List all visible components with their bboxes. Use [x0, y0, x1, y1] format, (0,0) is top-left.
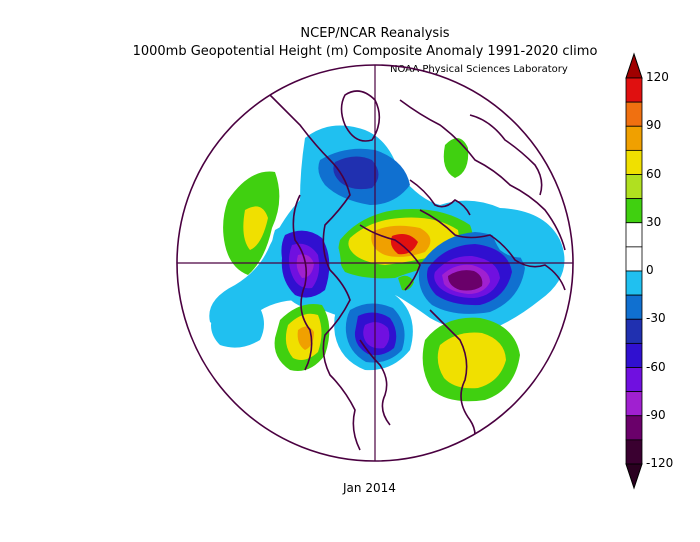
colorbar-swatch	[625, 318, 643, 344]
colorbar-swatch	[625, 270, 643, 296]
colorbar-swatch	[625, 367, 643, 393]
anomaly-region-positive	[398, 275, 414, 291]
coastline-siberia	[359, 224, 421, 291]
coastline-asia	[429, 309, 476, 451]
colorbar-swatch	[625, 222, 643, 248]
coastline-eurasia	[419, 209, 566, 291]
colorbar-swatch	[625, 246, 643, 272]
coastline-europe	[409, 179, 471, 216]
colorbar-swatch	[625, 391, 643, 417]
map-title: NCEP/NCAR Reanalysis	[300, 26, 450, 41]
colorbar-swatch	[625, 125, 643, 151]
colorbar-swatch	[625, 294, 643, 320]
anomaly-region-negative	[448, 270, 483, 291]
colorbar-arrow-top	[625, 52, 643, 79]
anomaly-region-positive	[443, 138, 469, 178]
colorbar-swatch	[625, 174, 643, 200]
coastline-north-america	[292, 194, 313, 371]
coastlines	[269, 90, 566, 451]
colorbar-swatch	[625, 439, 643, 465]
colorbar-swatch	[625, 415, 643, 441]
colorbar-tick-label: -120	[646, 456, 674, 470]
anomaly-region-positive	[243, 206, 268, 250]
coastline-asia	[359, 339, 391, 426]
anomaly-region-negative	[363, 322, 390, 349]
coastline-eurasia	[399, 99, 566, 251]
date-label: Jan 2014	[343, 481, 396, 495]
map-subtitle-variable: 1000mb Geopotential Height (m) Composite…	[132, 44, 598, 59]
colorbar-tick-label: -30	[646, 311, 666, 326]
colorbar-arrow-bottom	[625, 463, 643, 490]
colorbar-swatch	[625, 101, 643, 127]
colorbar-tick-label: -60	[646, 359, 666, 374]
colorbar-tick-label: 60	[646, 166, 662, 181]
anomaly-region-positive	[437, 332, 506, 389]
colorbar-tick-label: 90	[646, 118, 662, 133]
colorbar-tick-label: 120	[646, 70, 669, 84]
credit-label: NOAA Physical Sciences Laboratory	[390, 64, 568, 75]
colorbar-tick-label: 30	[646, 214, 662, 229]
anomaly-region-positive	[390, 234, 418, 255]
coastline-greenland	[340, 90, 381, 142]
colorbar-swatch	[625, 342, 643, 368]
globe-boundary	[176, 64, 574, 462]
graticule	[177, 65, 573, 461]
colorbar-tick-label: -90	[646, 407, 666, 422]
colorbar-swatch	[625, 149, 643, 175]
colorbar-tick-label: 0	[646, 263, 654, 277]
colorbar-swatch	[625, 198, 643, 224]
colorbar-swatch	[625, 77, 643, 103]
coastline-north-america	[269, 94, 361, 451]
coastline-europe	[469, 114, 543, 196]
anomaly-region-negative	[211, 296, 264, 348]
